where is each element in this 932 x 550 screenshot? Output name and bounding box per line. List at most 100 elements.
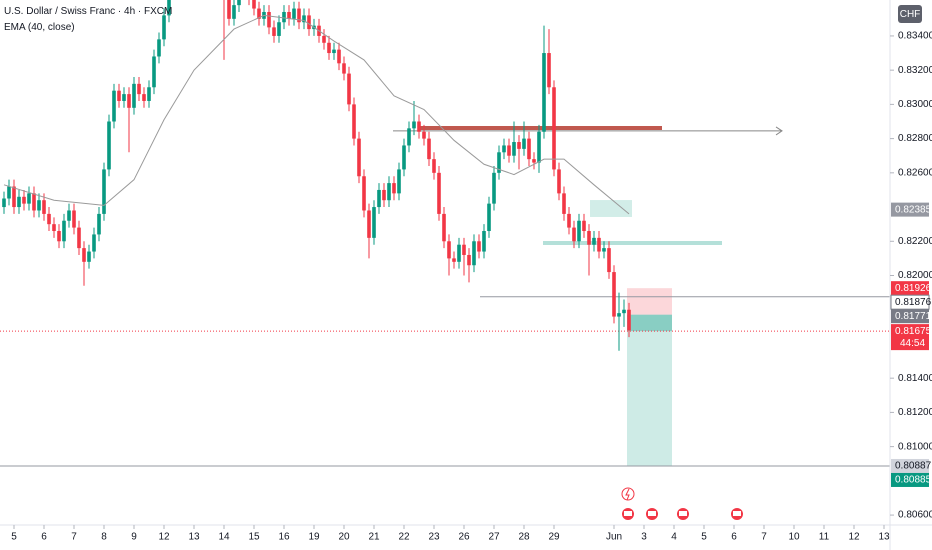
candle-body xyxy=(72,210,76,228)
x-tick-label: 13 xyxy=(188,532,200,543)
candle-body xyxy=(22,196,26,204)
currency-badge[interactable] xyxy=(898,5,922,23)
candle-body xyxy=(432,159,436,173)
candle-body xyxy=(427,138,431,160)
candle-body xyxy=(462,244,466,255)
candle-body xyxy=(57,231,61,242)
candle-body xyxy=(327,42,331,54)
y-tick-label: 0.82800 xyxy=(898,133,932,144)
candle-body xyxy=(237,0,241,6)
x-tick-label: Jun xyxy=(606,532,622,543)
price-label: 0.81675 xyxy=(895,326,932,337)
x-tick-label: 20 xyxy=(338,532,350,543)
candle-body xyxy=(147,87,151,101)
candle-body xyxy=(522,138,526,149)
candle-body xyxy=(97,213,101,235)
candle-body xyxy=(7,186,11,199)
candle-body xyxy=(457,244,461,262)
candle-body xyxy=(467,254,471,266)
x-tick-label: 10 xyxy=(788,532,800,543)
candle-body xyxy=(602,248,606,252)
x-tick-label: 3 xyxy=(641,532,647,543)
candle-body xyxy=(547,53,551,88)
candle-body xyxy=(517,142,521,149)
candle-body xyxy=(232,5,236,19)
plot-area xyxy=(0,0,890,467)
zone xyxy=(590,200,632,217)
candle-body xyxy=(612,272,616,317)
zone xyxy=(627,314,672,466)
x-tick-label: 23 xyxy=(428,532,440,543)
candle-body xyxy=(582,220,586,232)
price-label: 0.82385 xyxy=(895,204,932,215)
price-label: 0.81876 xyxy=(895,297,932,308)
candle-body xyxy=(527,138,531,160)
candle-body xyxy=(597,237,601,252)
candle-body xyxy=(322,35,326,43)
candle-body xyxy=(377,189,381,208)
candle-body xyxy=(302,15,306,23)
candle-body xyxy=(257,8,261,19)
candle-body xyxy=(512,142,516,156)
candle-body xyxy=(372,207,376,238)
x-tick-label: 6 xyxy=(731,532,737,543)
candle-body xyxy=(132,83,136,108)
x-tick-label: 14 xyxy=(218,532,230,543)
candle-body xyxy=(87,251,91,262)
candle-body xyxy=(537,131,541,163)
candle-body xyxy=(437,172,441,214)
candle-body xyxy=(77,227,81,249)
x-tick-label: 28 xyxy=(518,532,530,543)
price-label: 0.80887 xyxy=(895,461,932,472)
candle-body xyxy=(472,241,476,266)
candle-body xyxy=(622,309,626,314)
candle-body xyxy=(117,90,121,101)
y-tick-label: 0.81400 xyxy=(898,373,932,384)
candle-body xyxy=(277,22,281,36)
candle-body xyxy=(127,94,131,108)
x-tick-label: 5 xyxy=(701,532,707,543)
x-tick-label: 9 xyxy=(131,532,137,543)
y-tick-label: 0.82000 xyxy=(898,270,932,281)
zone xyxy=(627,314,672,332)
candle-body xyxy=(617,313,621,317)
x-tick-label: 7 xyxy=(761,532,767,543)
candle-body xyxy=(402,145,406,170)
x-tick-label: 6 xyxy=(41,532,47,543)
level-arrow xyxy=(775,126,783,136)
x-tick-label: 15 xyxy=(248,532,260,543)
candle-body xyxy=(67,210,71,221)
candle-body xyxy=(287,11,291,19)
candle-body xyxy=(397,169,401,194)
candle-body xyxy=(367,210,371,238)
candle-body xyxy=(562,193,566,214)
candle-body xyxy=(272,27,276,36)
y-tick-label: 0.82600 xyxy=(898,167,932,178)
candle-body xyxy=(557,169,561,194)
x-tick-label: 5 xyxy=(11,532,17,543)
candle-body xyxy=(627,309,631,331)
candle-body xyxy=(162,15,166,40)
candle-body xyxy=(567,213,571,228)
candle-body xyxy=(227,0,231,19)
candle-body xyxy=(37,200,41,211)
candle-body xyxy=(477,241,481,252)
candle-body xyxy=(52,224,56,232)
candle-body xyxy=(497,152,501,173)
candle-body xyxy=(32,193,36,211)
candle-body xyxy=(347,73,351,105)
price-label-box xyxy=(891,281,929,296)
candle-body xyxy=(307,15,311,30)
price-label: 0.81771 xyxy=(895,311,932,322)
countdown: 44:54 xyxy=(900,338,925,349)
candle-body xyxy=(362,176,366,211)
candle-body xyxy=(407,128,411,146)
candle-body xyxy=(422,131,426,139)
candle-body xyxy=(452,258,456,262)
candle-body xyxy=(357,138,361,177)
candle-body xyxy=(487,203,491,232)
candle-body xyxy=(587,231,591,245)
currency-label: CHF xyxy=(900,9,921,20)
